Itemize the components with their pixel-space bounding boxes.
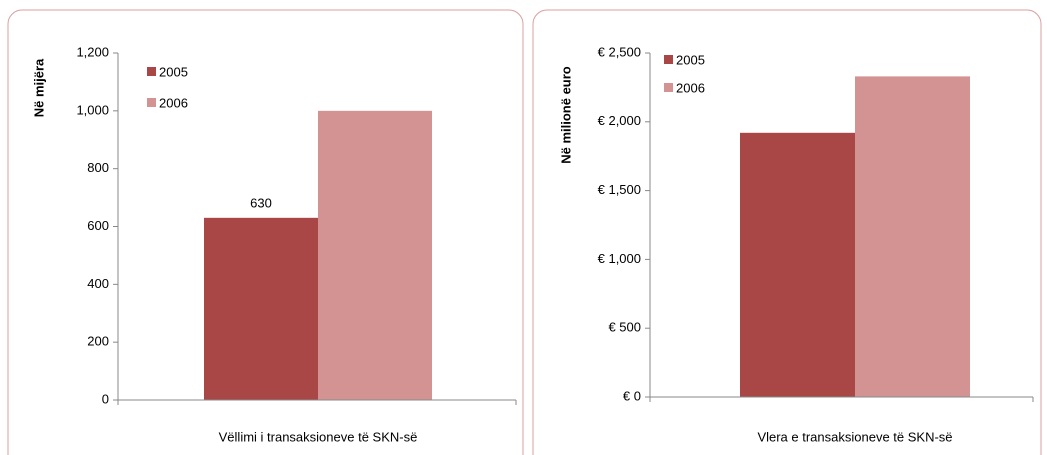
- x-tick-label: Vëllimi i transaksioneve të SKN-së: [219, 429, 418, 444]
- y-tick-label: 600: [87, 218, 109, 233]
- y-tick-label: 0: [102, 391, 109, 406]
- y-tick-label: € 0: [623, 388, 641, 403]
- legend-swatch: [664, 55, 673, 64]
- x-tick-label: Vlera e transaksioneve të SKN-së: [757, 429, 952, 444]
- y-tick-label: € 500: [608, 320, 641, 335]
- y-tick-label: 200: [87, 334, 109, 349]
- bar: [204, 217, 318, 400]
- y-axis-title: Në milionë euro: [558, 66, 573, 164]
- legend-swatch: [147, 67, 156, 76]
- bar: [855, 76, 970, 397]
- y-tick-label: € 1,500: [598, 182, 641, 197]
- legend-label: 2005: [159, 64, 188, 79]
- y-tick-label: 1,200: [76, 44, 109, 59]
- y-tick-label: 800: [87, 160, 109, 175]
- y-axis-title: Në mijëra: [31, 58, 46, 117]
- y-tick-label: 1,000: [76, 102, 109, 117]
- y-tick-label: 400: [87, 276, 109, 291]
- bar: [740, 132, 855, 398]
- legend-label: 2006: [159, 95, 188, 110]
- legend-swatch: [664, 83, 673, 92]
- data-label: 630: [250, 195, 272, 210]
- legend-label: 2006: [676, 80, 705, 95]
- bar: [318, 110, 432, 400]
- y-tick-label: € 2,500: [598, 44, 641, 59]
- legend-label: 2005: [676, 52, 705, 67]
- y-tick-label: € 2,000: [598, 113, 641, 128]
- legend-swatch: [147, 98, 156, 107]
- y-tick-label: € 1,000: [598, 251, 641, 266]
